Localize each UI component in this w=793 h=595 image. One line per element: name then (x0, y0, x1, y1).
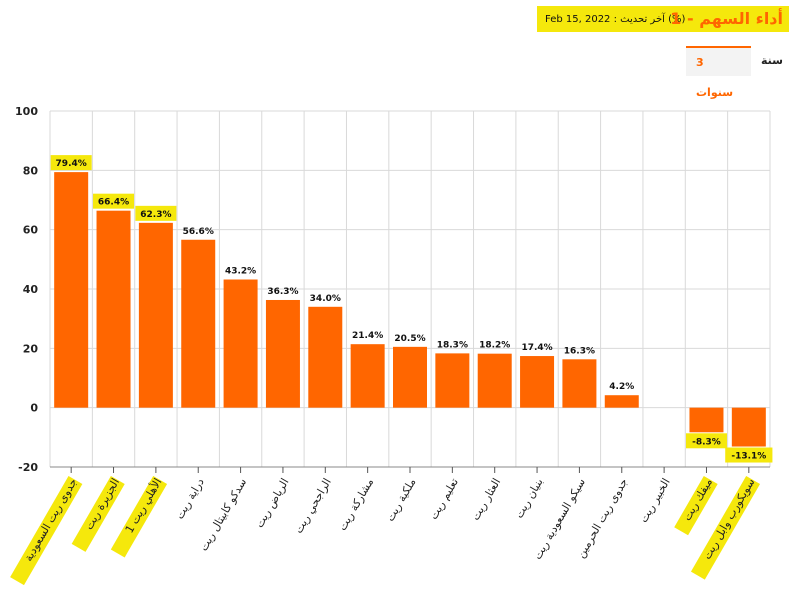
bar (604, 395, 639, 408)
y-tick-label: 100 (15, 105, 38, 118)
bar (350, 344, 385, 408)
category-label: ملكية ريت (384, 476, 419, 524)
y-tick-label: 60 (23, 224, 39, 237)
value-label-highlight (50, 155, 92, 171)
bar (562, 359, 597, 408)
category-label: جدوى ريت السعودية (22, 476, 80, 564)
bar (181, 239, 216, 408)
value-label: 56.6% (183, 227, 214, 237)
bar (223, 279, 258, 408)
bar (520, 356, 555, 408)
tab-3-years[interactable]: 3 سنوات (686, 46, 752, 99)
value-label: 79.4% (56, 159, 87, 169)
bar (477, 353, 512, 408)
value-label-highlight (685, 433, 727, 449)
bar (265, 299, 300, 408)
bar (308, 306, 343, 408)
category-label: دراية ريت (173, 476, 207, 521)
y-tick-label: 40 (23, 283, 39, 296)
value-label: 21.4% (352, 331, 383, 341)
title-block: Feb 15, 2022 : آخر تحديث (%) 1 - أداء ال… (537, 6, 789, 32)
category-label: سدكو كابيتال ريت (197, 476, 249, 553)
tab-1-year[interactable]: سنة (761, 54, 783, 67)
value-label: 36.3% (267, 287, 298, 297)
bar (689, 407, 724, 433)
value-label: 20.5% (394, 334, 425, 344)
y-tick-label: 0 (30, 402, 38, 415)
category-label: الخبير ريت (637, 476, 673, 525)
page-title: 1 - أداء السهم (670, 9, 783, 28)
value-label: 17.4% (521, 343, 552, 353)
category-label: تعليم ريت (427, 476, 461, 522)
category-label: الراجحي ريت (292, 476, 334, 536)
category-label-highlight (674, 476, 718, 536)
period-tabs: 3 سنوات سنة (686, 46, 793, 99)
bar (435, 353, 470, 408)
category-label: العثار ريت (469, 476, 503, 523)
value-label: 62.3% (140, 210, 171, 220)
value-label: 34.0% (310, 294, 341, 304)
value-label-highlight (135, 205, 177, 221)
bar (731, 407, 766, 447)
y-tick-label: 20 (23, 342, 39, 355)
category-label-highlight (71, 475, 125, 552)
category-label: بنيان ريت (512, 476, 545, 520)
y-tick-label: 80 (23, 164, 39, 177)
category-label-highlight (110, 475, 168, 558)
bar (393, 346, 427, 408)
value-label: 66.4% (98, 198, 129, 208)
category-label: الجزيرة ريت (82, 476, 122, 532)
category-label: الرياض ريت (253, 476, 292, 530)
category-label: مشاركة ريت (336, 476, 376, 533)
value-label: 18.2% (479, 341, 510, 351)
value-label-highlight (725, 447, 773, 463)
bar (96, 210, 131, 408)
y-tick-label: -20 (18, 461, 38, 474)
last-updated-label: Feb 15, 2022 : آخر تحديث (%) (545, 14, 686, 25)
category-label-highlight (690, 476, 761, 580)
value-label: -13.1% (731, 452, 766, 462)
category-label: الأهلي ريت 1 (122, 476, 165, 536)
bar (54, 172, 89, 408)
bar (138, 222, 173, 408)
value-label: 16.3% (564, 346, 595, 356)
value-label: -8.3% (692, 437, 721, 447)
category-label-highlight (10, 475, 83, 586)
value-label: 18.3% (437, 340, 468, 350)
value-label: 4.2% (609, 382, 634, 392)
value-label-highlight (93, 193, 135, 209)
value-label: 43.2% (225, 267, 256, 277)
